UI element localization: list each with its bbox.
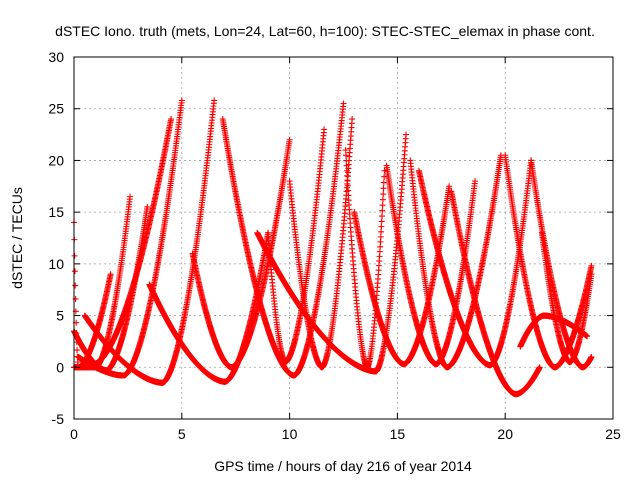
data-point	[71, 252, 78, 259]
data-point	[378, 228, 385, 235]
data-point	[378, 218, 385, 225]
data-point	[379, 207, 386, 214]
data-point	[71, 268, 78, 275]
data-points	[71, 97, 595, 398]
data-point	[72, 295, 79, 302]
data-point	[380, 191, 387, 198]
chart-title: dSTEC Iono. truth (mets, Lon=24, Lat=60,…	[55, 23, 595, 39]
arc-series-2	[75, 97, 185, 379]
data-point	[381, 173, 388, 180]
data-point	[72, 282, 79, 289]
data-point	[380, 185, 387, 192]
arc-series-6	[146, 229, 272, 385]
data-point	[286, 136, 293, 143]
data-point	[379, 196, 386, 203]
arc-series-4	[92, 116, 175, 367]
data-point	[168, 116, 175, 123]
data-point	[321, 126, 328, 133]
data-point	[379, 202, 386, 209]
data-point	[74, 347, 81, 354]
arc-series-5	[71, 193, 134, 371]
data-point	[107, 271, 114, 278]
arc-series-8	[219, 100, 347, 379]
data-point	[340, 100, 347, 107]
arc-series-3	[81, 97, 218, 386]
data-point	[379, 213, 385, 220]
data-point	[211, 97, 218, 104]
data-point	[403, 131, 410, 138]
data-point	[178, 97, 185, 104]
data-point	[127, 193, 134, 200]
data-point	[342, 152, 349, 159]
data-point	[144, 203, 151, 210]
grid-lines	[74, 57, 613, 419]
data-point	[378, 223, 385, 230]
data-point	[349, 116, 356, 123]
